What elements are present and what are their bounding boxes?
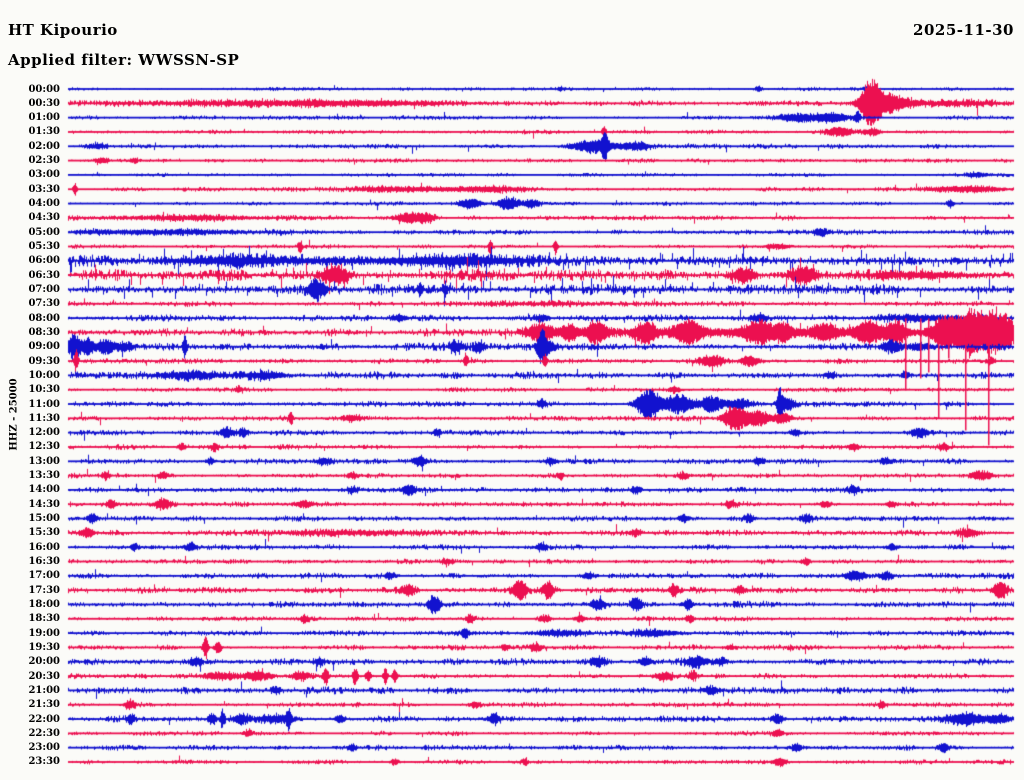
channel-scale-label: HHZ - 25000 xyxy=(8,378,20,451)
station-title: HT Kipourio xyxy=(8,21,118,39)
report-date: 2025-11-30 xyxy=(913,21,1014,39)
filter-label: Applied filter: WWSSN-SP xyxy=(8,51,240,69)
